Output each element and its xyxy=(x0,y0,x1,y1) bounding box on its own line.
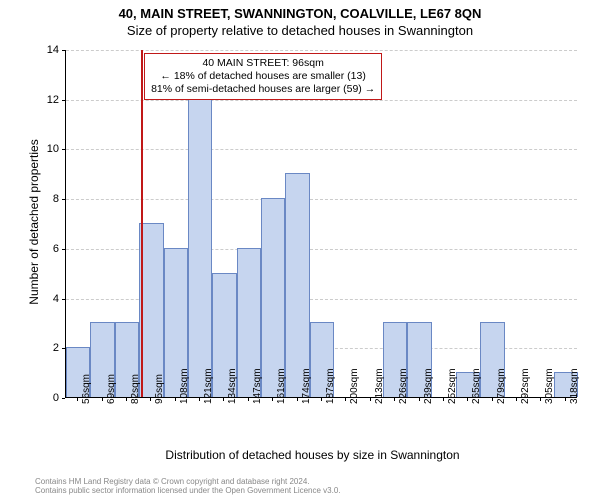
y-tick-label: 2 xyxy=(53,342,59,354)
x-tick-label: 174sqm xyxy=(301,368,312,404)
y-tick xyxy=(62,50,65,51)
x-tick-label: 200sqm xyxy=(349,368,360,404)
x-tick-label: 292sqm xyxy=(520,368,531,404)
callout-line: ← 18% of detached houses are smaller (13… xyxy=(151,70,375,83)
footer-line: Contains public sector information licen… xyxy=(35,486,341,496)
y-tick xyxy=(62,398,65,399)
histogram-chart: Number of detached properties 40 MAIN ST… xyxy=(40,42,585,442)
x-tick-label: 95sqm xyxy=(154,374,165,404)
x-tick-label: 239sqm xyxy=(423,368,434,404)
page-title: 40, MAIN STREET, SWANNINGTON, COALVILLE,… xyxy=(0,6,600,21)
callout-line: 81% of semi-detached houses are larger (… xyxy=(151,83,375,96)
x-tick-label: 279sqm xyxy=(496,368,507,404)
x-tick-label: 305sqm xyxy=(544,368,555,404)
x-tick xyxy=(565,398,566,401)
x-tick-label: 252sqm xyxy=(447,368,458,404)
footer-line: Contains HM Land Registry data © Crown c… xyxy=(35,477,341,487)
x-tick-label: 147sqm xyxy=(252,368,263,404)
x-tick xyxy=(516,398,517,401)
x-tick-label: 69sqm xyxy=(106,374,117,404)
y-tick xyxy=(62,199,65,200)
y-tick xyxy=(62,348,65,349)
x-tick-label: 187sqm xyxy=(325,368,336,404)
x-tick xyxy=(272,398,273,401)
y-tick-label: 10 xyxy=(47,143,59,155)
y-axis-title: Number of detached properties xyxy=(27,139,41,304)
x-tick xyxy=(540,398,541,401)
x-tick xyxy=(345,398,346,401)
x-tick-label: 318sqm xyxy=(569,368,580,404)
x-tick-label: 134sqm xyxy=(227,368,238,404)
callout-box: 40 MAIN STREET: 96sqm← 18% of detached h… xyxy=(144,53,382,100)
x-tick-label: 82sqm xyxy=(130,374,141,404)
x-tick xyxy=(126,398,127,401)
x-tick-label: 161sqm xyxy=(276,368,287,404)
x-tick xyxy=(150,398,151,401)
histogram-bar xyxy=(285,173,309,397)
x-tick xyxy=(419,398,420,401)
y-tick xyxy=(62,299,65,300)
y-tick-label: 6 xyxy=(53,243,59,255)
x-tick xyxy=(443,398,444,401)
y-tick-label: 4 xyxy=(53,293,59,305)
x-tick xyxy=(248,398,249,401)
x-tick xyxy=(492,398,493,401)
x-tick xyxy=(77,398,78,401)
x-tick-label: 108sqm xyxy=(179,368,190,404)
x-tick-label: 213sqm xyxy=(374,368,385,404)
x-axis-title: Distribution of detached houses by size … xyxy=(40,448,585,462)
x-tick xyxy=(102,398,103,401)
x-tick xyxy=(297,398,298,401)
histogram-bar xyxy=(188,99,212,397)
histogram-bar xyxy=(261,198,285,397)
y-tick xyxy=(62,249,65,250)
x-tick xyxy=(175,398,176,401)
y-tick-label: 0 xyxy=(53,392,59,404)
x-tick xyxy=(199,398,200,401)
y-tick-label: 12 xyxy=(47,94,59,106)
y-tick-label: 14 xyxy=(47,44,59,56)
y-tick xyxy=(62,149,65,150)
callout-line: 40 MAIN STREET: 96sqm xyxy=(151,57,375,70)
page-subtitle: Size of property relative to detached ho… xyxy=(0,23,600,38)
x-tick-label: 265sqm xyxy=(471,368,482,404)
plot-area: 40 MAIN STREET: 96sqm← 18% of detached h… xyxy=(65,50,577,398)
x-tick-label: 56sqm xyxy=(81,374,92,404)
x-tick xyxy=(467,398,468,401)
x-tick xyxy=(321,398,322,401)
footer-attribution: Contains HM Land Registry data © Crown c… xyxy=(35,477,341,496)
x-tick xyxy=(370,398,371,401)
marker-line xyxy=(141,50,143,397)
y-tick xyxy=(62,100,65,101)
x-tick-label: 226sqm xyxy=(398,368,409,404)
x-tick-label: 121sqm xyxy=(203,368,214,404)
x-tick xyxy=(394,398,395,401)
x-tick xyxy=(223,398,224,401)
y-tick-label: 8 xyxy=(53,193,59,205)
